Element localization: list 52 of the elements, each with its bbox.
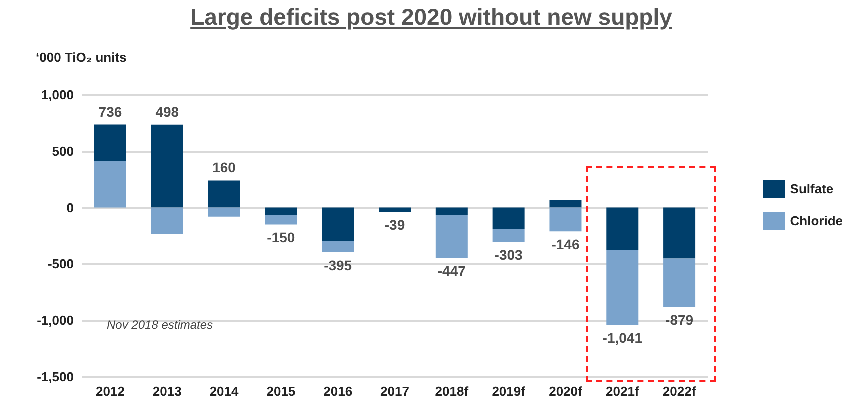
total-label: -879	[666, 312, 694, 328]
x-tick-label: 2015	[266, 384, 296, 399]
bar	[151, 208, 184, 235]
total-label: -395	[324, 257, 352, 274]
bar	[208, 208, 240, 217]
x-tick-label: 2018f	[435, 384, 470, 399]
x-tick-label: 2020f	[549, 384, 584, 399]
total-label: -146	[552, 236, 580, 253]
total-label: -39	[384, 217, 406, 234]
y-tick-label: 1,000	[41, 88, 74, 102]
x-tick-label: 2012	[96, 384, 125, 399]
bar	[151, 124, 184, 208]
total-label: -1,041	[602, 330, 643, 346]
chart-title: Large deficits post 2020 without new supply	[190, 4, 674, 31]
y-tick-label: -1,500	[37, 370, 74, 384]
y-axis-title: ‘000 TiO₂ units	[36, 50, 127, 65]
x-tick-label: 2022f	[662, 384, 697, 399]
x-tick-label: 2019f	[492, 384, 526, 399]
bar	[436, 208, 468, 216]
x-tick-label: 2017	[380, 384, 410, 399]
legend-label: Sulfate	[790, 182, 834, 196]
annotation: Nov 2018 estimates	[107, 318, 214, 332]
bar	[322, 241, 354, 252]
bar	[322, 208, 354, 242]
bar	[492, 229, 525, 242]
total-label: -303	[494, 246, 524, 263]
bar	[606, 250, 639, 326]
bar	[550, 200, 582, 208]
bar	[664, 258, 696, 307]
y-tick-label: -1,000	[37, 313, 74, 328]
total-label: -447	[438, 263, 466, 280]
total-label: 736	[98, 104, 122, 120]
bar	[379, 208, 411, 212]
bar	[265, 215, 298, 225]
bar	[606, 208, 639, 250]
legend-label: Chloride	[790, 214, 844, 228]
y-tick-label: 0	[66, 200, 74, 216]
total-label: 160	[212, 160, 236, 176]
y-tick-label: -500	[48, 256, 74, 272]
bar	[208, 180, 240, 208]
bar	[492, 208, 525, 230]
x-tick-label: 2016	[324, 384, 353, 399]
total-label: -150	[267, 230, 296, 246]
bar	[265, 208, 298, 216]
x-tick-label: 2021f	[606, 384, 640, 399]
bar	[550, 208, 582, 232]
total-label: 498	[156, 104, 180, 120]
bar	[664, 208, 696, 259]
x-tick-label: 2013	[152, 384, 182, 399]
y-tick-label: 500	[52, 144, 74, 159]
x-tick-label: 2014	[210, 384, 240, 399]
bar	[436, 215, 468, 258]
